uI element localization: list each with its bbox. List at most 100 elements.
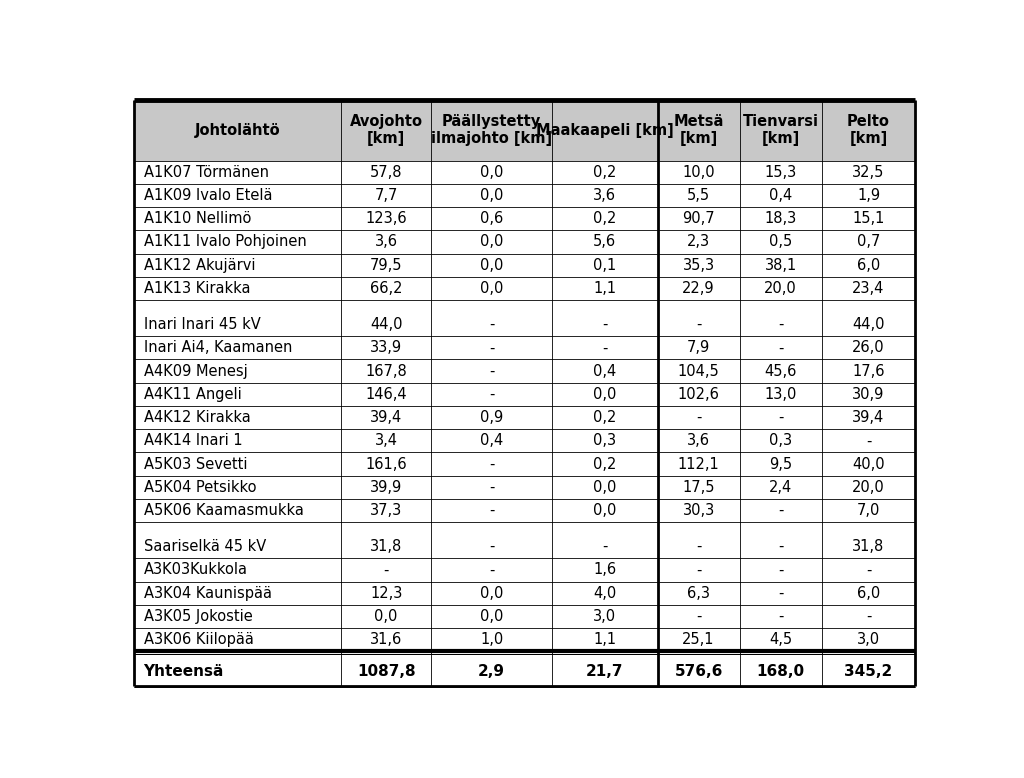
Text: 33,9: 33,9 [370,340,402,356]
Bar [739,429,821,453]
Bar [821,184,915,207]
Text: 0,3: 0,3 [593,433,616,448]
Text: -: - [866,609,871,624]
Bar [431,429,552,453]
Bar [341,160,431,184]
Bar [341,254,431,277]
Text: Inari Ai4, Kaamanen: Inari Ai4, Kaamanen [143,340,292,356]
Text: A3K04 Kaunispää: A3K04 Kaunispää [143,586,271,601]
Bar [552,160,657,184]
Bar [739,300,821,313]
Text: 22,9: 22,9 [682,281,715,296]
Text: 25,1: 25,1 [682,633,715,647]
Text: 15,3: 15,3 [765,165,797,180]
Text: 44,0: 44,0 [370,317,402,332]
Text: 0,0: 0,0 [593,387,616,402]
Text: Pelto
[km]: Pelto [km] [847,114,890,146]
Text: 44,0: 44,0 [852,317,885,332]
Bar [821,535,915,559]
Bar [821,359,915,383]
Text: 123,6: 123,6 [366,212,407,226]
Text: 0,6: 0,6 [480,212,503,226]
Bar [134,300,341,313]
Bar [431,535,552,559]
Text: 0,0: 0,0 [480,281,503,296]
Bar [134,313,341,336]
Text: 4,5: 4,5 [769,633,793,647]
Text: 0,0: 0,0 [480,258,503,273]
Text: 0,2: 0,2 [593,212,616,226]
Bar [821,300,915,313]
Bar [739,453,821,476]
Text: 0,7: 0,7 [857,234,881,250]
Text: 112,1: 112,1 [678,457,720,471]
Bar [739,313,821,336]
Bar [739,535,821,559]
Bar [739,383,821,406]
Text: 161,6: 161,6 [366,457,407,471]
Bar [552,313,657,336]
Bar [134,605,341,628]
Bar [431,628,552,651]
Bar [552,300,657,313]
Bar [821,657,915,686]
Text: 576,6: 576,6 [675,664,723,679]
Bar [552,476,657,499]
Bar [134,476,341,499]
Text: 1,1: 1,1 [593,633,616,647]
Bar [134,383,341,406]
Text: 17,6: 17,6 [852,363,885,379]
Text: 32,5: 32,5 [852,165,885,180]
Bar [341,230,431,254]
Bar [739,605,821,628]
Text: 0,3: 0,3 [769,433,793,448]
Text: -: - [778,586,783,601]
Text: 66,2: 66,2 [370,281,402,296]
Bar [821,230,915,254]
Bar [657,383,739,406]
Text: A4K14 Inari 1: A4K14 Inari 1 [143,433,242,448]
Text: 90,7: 90,7 [682,212,715,226]
Text: A1K11 Ivalo Pohjoinen: A1K11 Ivalo Pohjoinen [143,234,306,250]
Text: 0,0: 0,0 [593,503,616,518]
Text: A5K04 Petsikko: A5K04 Petsikko [143,480,256,495]
Text: 0,4: 0,4 [593,363,616,379]
Bar [341,657,431,686]
Bar [739,277,821,300]
Text: -: - [488,340,495,356]
Bar [431,230,552,254]
Text: A1K13 Kirakka: A1K13 Kirakka [143,281,250,296]
Text: A4K09 Menesj: A4K09 Menesj [143,363,247,379]
Bar [552,359,657,383]
Text: 0,0: 0,0 [480,586,503,601]
Bar [431,300,552,313]
Text: -: - [696,562,701,577]
Bar [657,184,739,207]
Bar [341,499,431,522]
Bar [657,160,739,184]
Text: 9,5: 9,5 [769,457,793,471]
Text: A3K06 Kiilopää: A3K06 Kiilopää [143,633,253,647]
Bar [134,406,341,429]
Text: A1K12 Akujärvi: A1K12 Akujärvi [143,258,255,273]
Text: A3K05 Jokostie: A3K05 Jokostie [143,609,252,624]
Text: -: - [488,503,495,518]
Bar [657,628,739,651]
Bar [552,184,657,207]
Bar [431,476,552,499]
Text: 35,3: 35,3 [683,258,715,273]
Text: 3,6: 3,6 [375,234,397,250]
Text: -: - [488,317,495,332]
Bar [134,230,341,254]
Text: Päällystetty
ilmajohto [km]: Päällystetty ilmajohto [km] [431,114,552,146]
Bar [134,359,341,383]
Bar [552,383,657,406]
Text: Avojohto
[km]: Avojohto [km] [349,114,423,146]
Bar [657,230,739,254]
Bar [134,657,341,686]
Bar [134,100,341,160]
Text: A1K10 Nellimö: A1K10 Nellimö [143,212,251,226]
Text: 3,6: 3,6 [593,188,616,203]
Bar [134,522,341,535]
Text: 40,0: 40,0 [852,457,885,471]
